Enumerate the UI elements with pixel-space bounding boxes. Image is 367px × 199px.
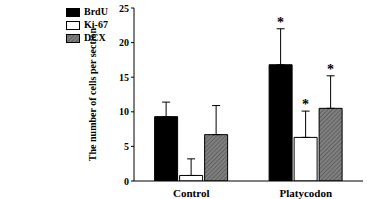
svg-text:*: *: [327, 62, 334, 77]
svg-text:20: 20: [119, 37, 129, 48]
svg-text:Platycodon: Platycodon: [279, 187, 332, 199]
svg-text:*: *: [277, 15, 284, 30]
svg-text:15: 15: [119, 72, 129, 83]
svg-text:5: 5: [124, 141, 129, 152]
svg-text:*: *: [302, 97, 309, 112]
svg-text:25: 25: [119, 3, 129, 14]
svg-text:Control: Control: [173, 187, 209, 199]
svg-text:0: 0: [124, 176, 129, 187]
svg-text:The number of cells per sectio: The number of cells per section: [87, 27, 98, 161]
svg-text:10: 10: [119, 106, 129, 117]
